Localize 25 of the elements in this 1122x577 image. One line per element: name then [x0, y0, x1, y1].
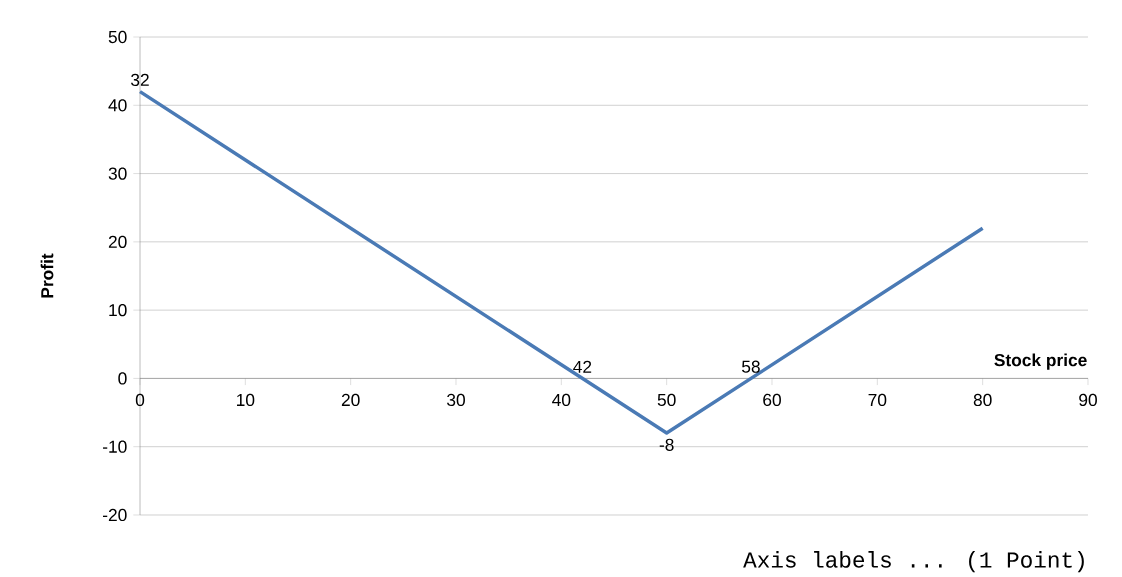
x-tick-label: 80 — [973, 393, 992, 407]
y-tick-label: 30 — [108, 167, 127, 180]
y-tick-label: 40 — [108, 99, 127, 112]
x-axis-title: Stock price — [994, 353, 1087, 370]
x-tick-label: 90 — [1079, 393, 1097, 407]
x-tick-label: 50 — [657, 393, 676, 407]
y-tick-label: -20 — [103, 508, 127, 522]
x-tick-label: 60 — [763, 393, 781, 407]
x-tick-label: 40 — [552, 393, 571, 407]
annotation: 32 — [131, 73, 149, 87]
text: Axis labels ... (1 Point) — [743, 551, 1084, 573]
x-tick-label: 20 — [341, 393, 360, 407]
x-tick-label: 30 — [447, 393, 465, 407]
annotation: -8 — [659, 438, 674, 451]
x-tick-label: 0 — [135, 393, 145, 407]
y-tick-label: -10 — [103, 440, 127, 453]
y-tick-label: 0 — [118, 372, 127, 385]
x-tick-label: 70 — [868, 393, 887, 407]
y-tick-label: 20 — [108, 235, 127, 248]
annotation: 58 — [741, 360, 760, 373]
y-tick-label: 10 — [109, 303, 127, 317]
y-tick-label: 50 — [108, 30, 127, 44]
y-axis-title: Profit — [40, 253, 54, 298]
annotation: 42 — [573, 360, 592, 373]
x-tick-label: 10 — [237, 393, 255, 407]
